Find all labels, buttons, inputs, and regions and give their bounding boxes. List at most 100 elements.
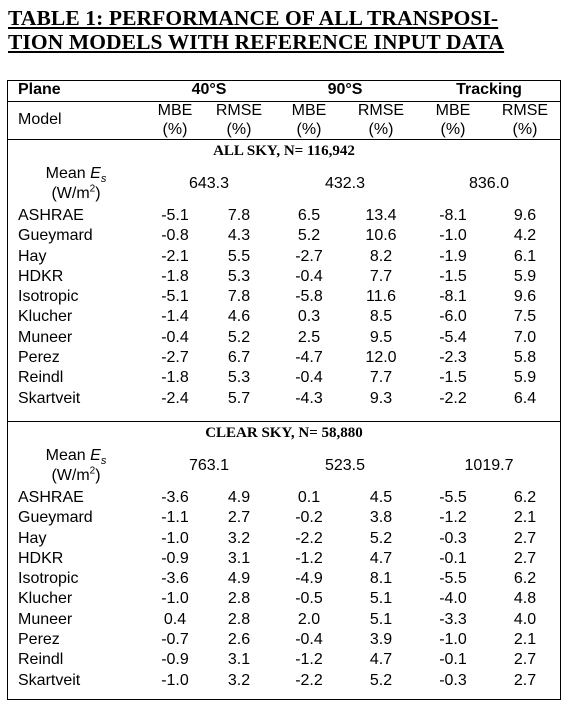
data-cell: 8.1 bbox=[369, 570, 393, 588]
data-cell: 7.8 bbox=[227, 288, 251, 306]
data-cell: -0.8 bbox=[161, 227, 189, 245]
metric-header: RMSE (%) bbox=[489, 101, 561, 140]
data-cell: -0.1 bbox=[439, 549, 467, 567]
model-name: Isotropic bbox=[18, 570, 79, 588]
data-cell: 13.4 bbox=[365, 207, 397, 224]
model-name: Skartveit bbox=[18, 671, 81, 689]
data-cell: 5.2 bbox=[297, 227, 321, 245]
data-cell: 7.5 bbox=[513, 308, 537, 326]
data-cell: -1.5 bbox=[439, 369, 467, 387]
data-cell: -2.7 bbox=[295, 247, 323, 265]
data-cell: -0.9 bbox=[161, 651, 189, 669]
table-row: Isotropic -5.1 7.8 -5.8 11.6 -8.1 9.6 bbox=[7, 287, 561, 307]
data-cell: 3.8 bbox=[369, 509, 393, 527]
plane-40s-header: 40°S bbox=[145, 80, 273, 102]
data-cell: -4.3 bbox=[295, 389, 323, 407]
model-name: Reindl bbox=[18, 651, 64, 669]
title-line-2: TION MODELS WITH REFERENCE INPUT DATA bbox=[8, 30, 505, 54]
data-cell: -0.4 bbox=[295, 267, 323, 285]
section-title-row: CLEAR SKY, N= 58,880 bbox=[7, 421, 561, 444]
data-cell: 3.1 bbox=[227, 549, 251, 567]
model-name: Perez bbox=[18, 349, 60, 367]
plane-90s-header: 90°S bbox=[273, 80, 417, 102]
mean-row: Mean Es (W/m2) 763.1 523.5 1019.7 bbox=[7, 444, 561, 488]
data-cell: 2.1 bbox=[513, 631, 537, 649]
metric-header: MBE (%) bbox=[273, 101, 345, 140]
table-row: Skartveit -2.4 5.7 -4.3 9.3 -2.2 6.4 bbox=[7, 389, 561, 409]
data-cell: 2.7 bbox=[513, 651, 537, 669]
mean-row: Mean Es (W/m2) 643.3 432.3 836.0 bbox=[7, 162, 561, 206]
model-name: Isotropic bbox=[18, 288, 79, 306]
data-cell: 9.6 bbox=[513, 207, 537, 224]
data-cell: 2.6 bbox=[227, 631, 251, 649]
data-cell: -1.8 bbox=[161, 369, 189, 387]
table-row: Gueymard -0.8 4.3 5.2 10.6 -1.0 4.2 bbox=[7, 226, 561, 246]
table-row: Klucher -1.4 4.6 0.3 8.5 -6.0 7.5 bbox=[7, 307, 561, 327]
performance-table: Plane 40°S 90°S Tracking Model MBE (%) RM… bbox=[7, 80, 561, 691]
data-cell: 2.7 bbox=[513, 549, 537, 567]
data-cell: -0.4 bbox=[295, 631, 323, 649]
data-cell: 4.9 bbox=[227, 570, 251, 588]
model-name: ASHRAE bbox=[18, 207, 84, 224]
data-cell: -1.9 bbox=[439, 247, 467, 265]
data-cell: -2.2 bbox=[295, 529, 323, 547]
data-cell: -0.7 bbox=[161, 631, 189, 649]
data-cell: -1.0 bbox=[439, 227, 467, 245]
data-cell: 4.8 bbox=[513, 590, 537, 608]
data-cell: 11.6 bbox=[366, 288, 396, 306]
data-cell: 5.2 bbox=[227, 328, 251, 346]
model-header: Model bbox=[7, 101, 145, 140]
header-metric-row: Model MBE (%) RMSE (%) MBE (%) RMSE (%) MBE(… bbox=[7, 101, 561, 140]
model-name: HDKR bbox=[18, 267, 64, 285]
data-cell: 2.7 bbox=[227, 509, 251, 527]
table-row: Isotropic -3.6 4.9 -4.9 8.1 -5.5 6.2 bbox=[7, 569, 561, 589]
data-cell: 5.9 bbox=[513, 369, 537, 387]
section-separator bbox=[7, 408, 561, 422]
data-cell: 2.0 bbox=[297, 610, 321, 628]
data-cell: 2.5 bbox=[297, 328, 321, 346]
data-cell: -1.1 bbox=[161, 509, 189, 527]
metric-header: RMSE (%) bbox=[205, 101, 273, 140]
data-cell: -2.4 bbox=[161, 389, 189, 407]
data-cell: 2.7 bbox=[513, 529, 537, 547]
data-cell: 5.1 bbox=[369, 590, 393, 608]
data-cell: 12.0 bbox=[365, 349, 397, 367]
table-row: HDKR -0.9 3.1 -1.2 4.7 -0.1 2.7 bbox=[7, 549, 561, 569]
data-cell: 5.8 bbox=[513, 349, 537, 367]
table-row: HDKR -1.8 5.3 -0.4 7.7 -1.5 5.9 bbox=[7, 267, 561, 287]
mean-value: 763.1 bbox=[188, 456, 230, 474]
metric-header: MBE (%) bbox=[145, 101, 205, 140]
data-cell: 4.7 bbox=[369, 651, 393, 669]
data-cell: 6.7 bbox=[227, 349, 251, 367]
data-cell: -4.7 bbox=[295, 349, 323, 367]
data-cell: 0.3 bbox=[297, 308, 321, 326]
data-cell: -8.1 bbox=[439, 207, 467, 224]
data-cell: -5.1 bbox=[161, 288, 189, 306]
data-cell: 5.2 bbox=[369, 671, 393, 689]
data-cell: -8.1 bbox=[439, 288, 467, 306]
data-cell: -1.2 bbox=[295, 651, 323, 669]
plane-tracking-header: Tracking bbox=[417, 80, 561, 102]
data-cell: -5.8 bbox=[295, 288, 323, 306]
data-cell: 4.6 bbox=[227, 308, 251, 326]
data-cell: 2.8 bbox=[227, 590, 251, 608]
section-title-row: ALL SKY, N= 116,942 bbox=[7, 140, 561, 163]
table-row: Hay -1.0 3.2 -2.2 5.2 -0.3 2.7 bbox=[7, 529, 561, 549]
model-name: Hay bbox=[18, 529, 47, 547]
header-plane-row: Plane 40°S 90°S Tracking bbox=[7, 80, 561, 102]
data-cell: -1.5 bbox=[439, 267, 467, 285]
data-cell: 6.1 bbox=[513, 247, 537, 265]
data-cell: -5.1 bbox=[161, 207, 189, 224]
data-cell: 5.5 bbox=[227, 247, 251, 265]
model-name: Klucher bbox=[18, 590, 73, 608]
data-cell: -5.4 bbox=[439, 328, 467, 346]
data-cell: 9.6 bbox=[513, 288, 537, 306]
data-cell: 3.2 bbox=[227, 529, 251, 547]
data-cell: -2.1 bbox=[161, 247, 189, 265]
table-row: ASHRAE -3.6 4.9 0.1 4.5 -5.5 6.2 bbox=[7, 488, 561, 508]
data-cell: 6.2 bbox=[513, 488, 537, 506]
data-cell: -5.5 bbox=[439, 488, 467, 506]
model-name: Gueymard bbox=[18, 509, 93, 527]
table-row: ASHRAE -5.1 7.8 6.5 13.4 -8.1 9.6 bbox=[7, 206, 561, 226]
data-cell: -0.5 bbox=[295, 590, 323, 608]
